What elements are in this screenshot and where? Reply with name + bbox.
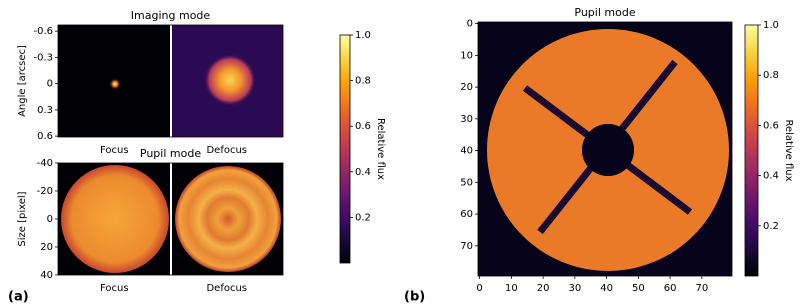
colorbar-tick-label: 0.4	[763, 171, 779, 182]
colorbar-tick-label: 0.2	[763, 221, 779, 232]
panel-label: (a)	[8, 290, 29, 304]
x-tick-label: Focus	[100, 145, 129, 156]
colorbar-tick-label: 1.0	[763, 20, 779, 31]
colorbar-tick-label: 0.6	[355, 121, 371, 132]
x-tick-label: Focus	[100, 283, 129, 294]
colorbar	[744, 24, 759, 277]
x-tick-label: 20	[537, 283, 550, 294]
y-tick-label: -20	[37, 186, 53, 197]
y-tick-label: 20	[40, 242, 53, 253]
colorbar-label: Relative flux	[783, 119, 794, 181]
x-tick-label: 60	[664, 283, 677, 294]
colorbar-tick-label: 1.0	[355, 30, 371, 41]
y-tick-label: 30	[460, 114, 473, 125]
x-tick-label: 0	[476, 283, 482, 294]
subplot-title: Pupil mode	[140, 147, 201, 160]
y-tick-label: -0.6	[33, 26, 53, 37]
colorbar-tick-label: 0.6	[763, 120, 779, 131]
colorbar-tick-label: 0.8	[355, 76, 371, 87]
y-tick-label: 60	[460, 209, 473, 220]
x-tick-label: 10	[505, 283, 518, 294]
colorbar-tick-label: 0.4	[355, 167, 371, 178]
y-tick-label: 0	[467, 19, 473, 30]
x-tick-label: 30	[568, 283, 581, 294]
y-tick-label: 40	[40, 270, 53, 281]
colorbar	[339, 34, 351, 264]
y-tick-label: -0.3	[33, 52, 53, 63]
x-tick-label: Defocus	[206, 145, 247, 156]
panel-label: (b)	[404, 290, 425, 304]
y-axis-label: Size [pixel]	[17, 191, 28, 246]
axes-frame	[477, 21, 733, 277]
image-art	[58, 22, 732, 276]
y-tick-label: 10	[460, 50, 473, 61]
y-tick-label: 40	[460, 146, 473, 157]
y-tick-label: 50	[460, 177, 473, 188]
y-tick-label: 0	[47, 214, 53, 225]
y-tick-label: 0.3	[37, 105, 53, 116]
x-tick-label: 40	[600, 283, 613, 294]
subplot-title: Imaging mode	[131, 9, 211, 22]
x-tick-label: 70	[695, 283, 708, 294]
colorbar-tick-label: 0.8	[763, 70, 779, 81]
x-tick-label: Defocus	[206, 283, 247, 294]
subplot-title: Pupil mode	[574, 6, 635, 19]
y-tick-label: 0	[47, 79, 53, 90]
y-tick-label: 70	[460, 241, 473, 252]
y-tick-label: -40	[37, 158, 53, 169]
colorbar-tick-label: 0.2	[355, 212, 371, 223]
y-tick-label: 20	[460, 82, 473, 93]
y-axis-label: Angle [arcsec]	[17, 45, 28, 117]
x-tick-label: 50	[632, 283, 645, 294]
colorbar-label: Relative flux	[375, 118, 386, 180]
axes-frame	[57, 24, 284, 138]
y-tick-label: 0.6	[37, 131, 53, 142]
